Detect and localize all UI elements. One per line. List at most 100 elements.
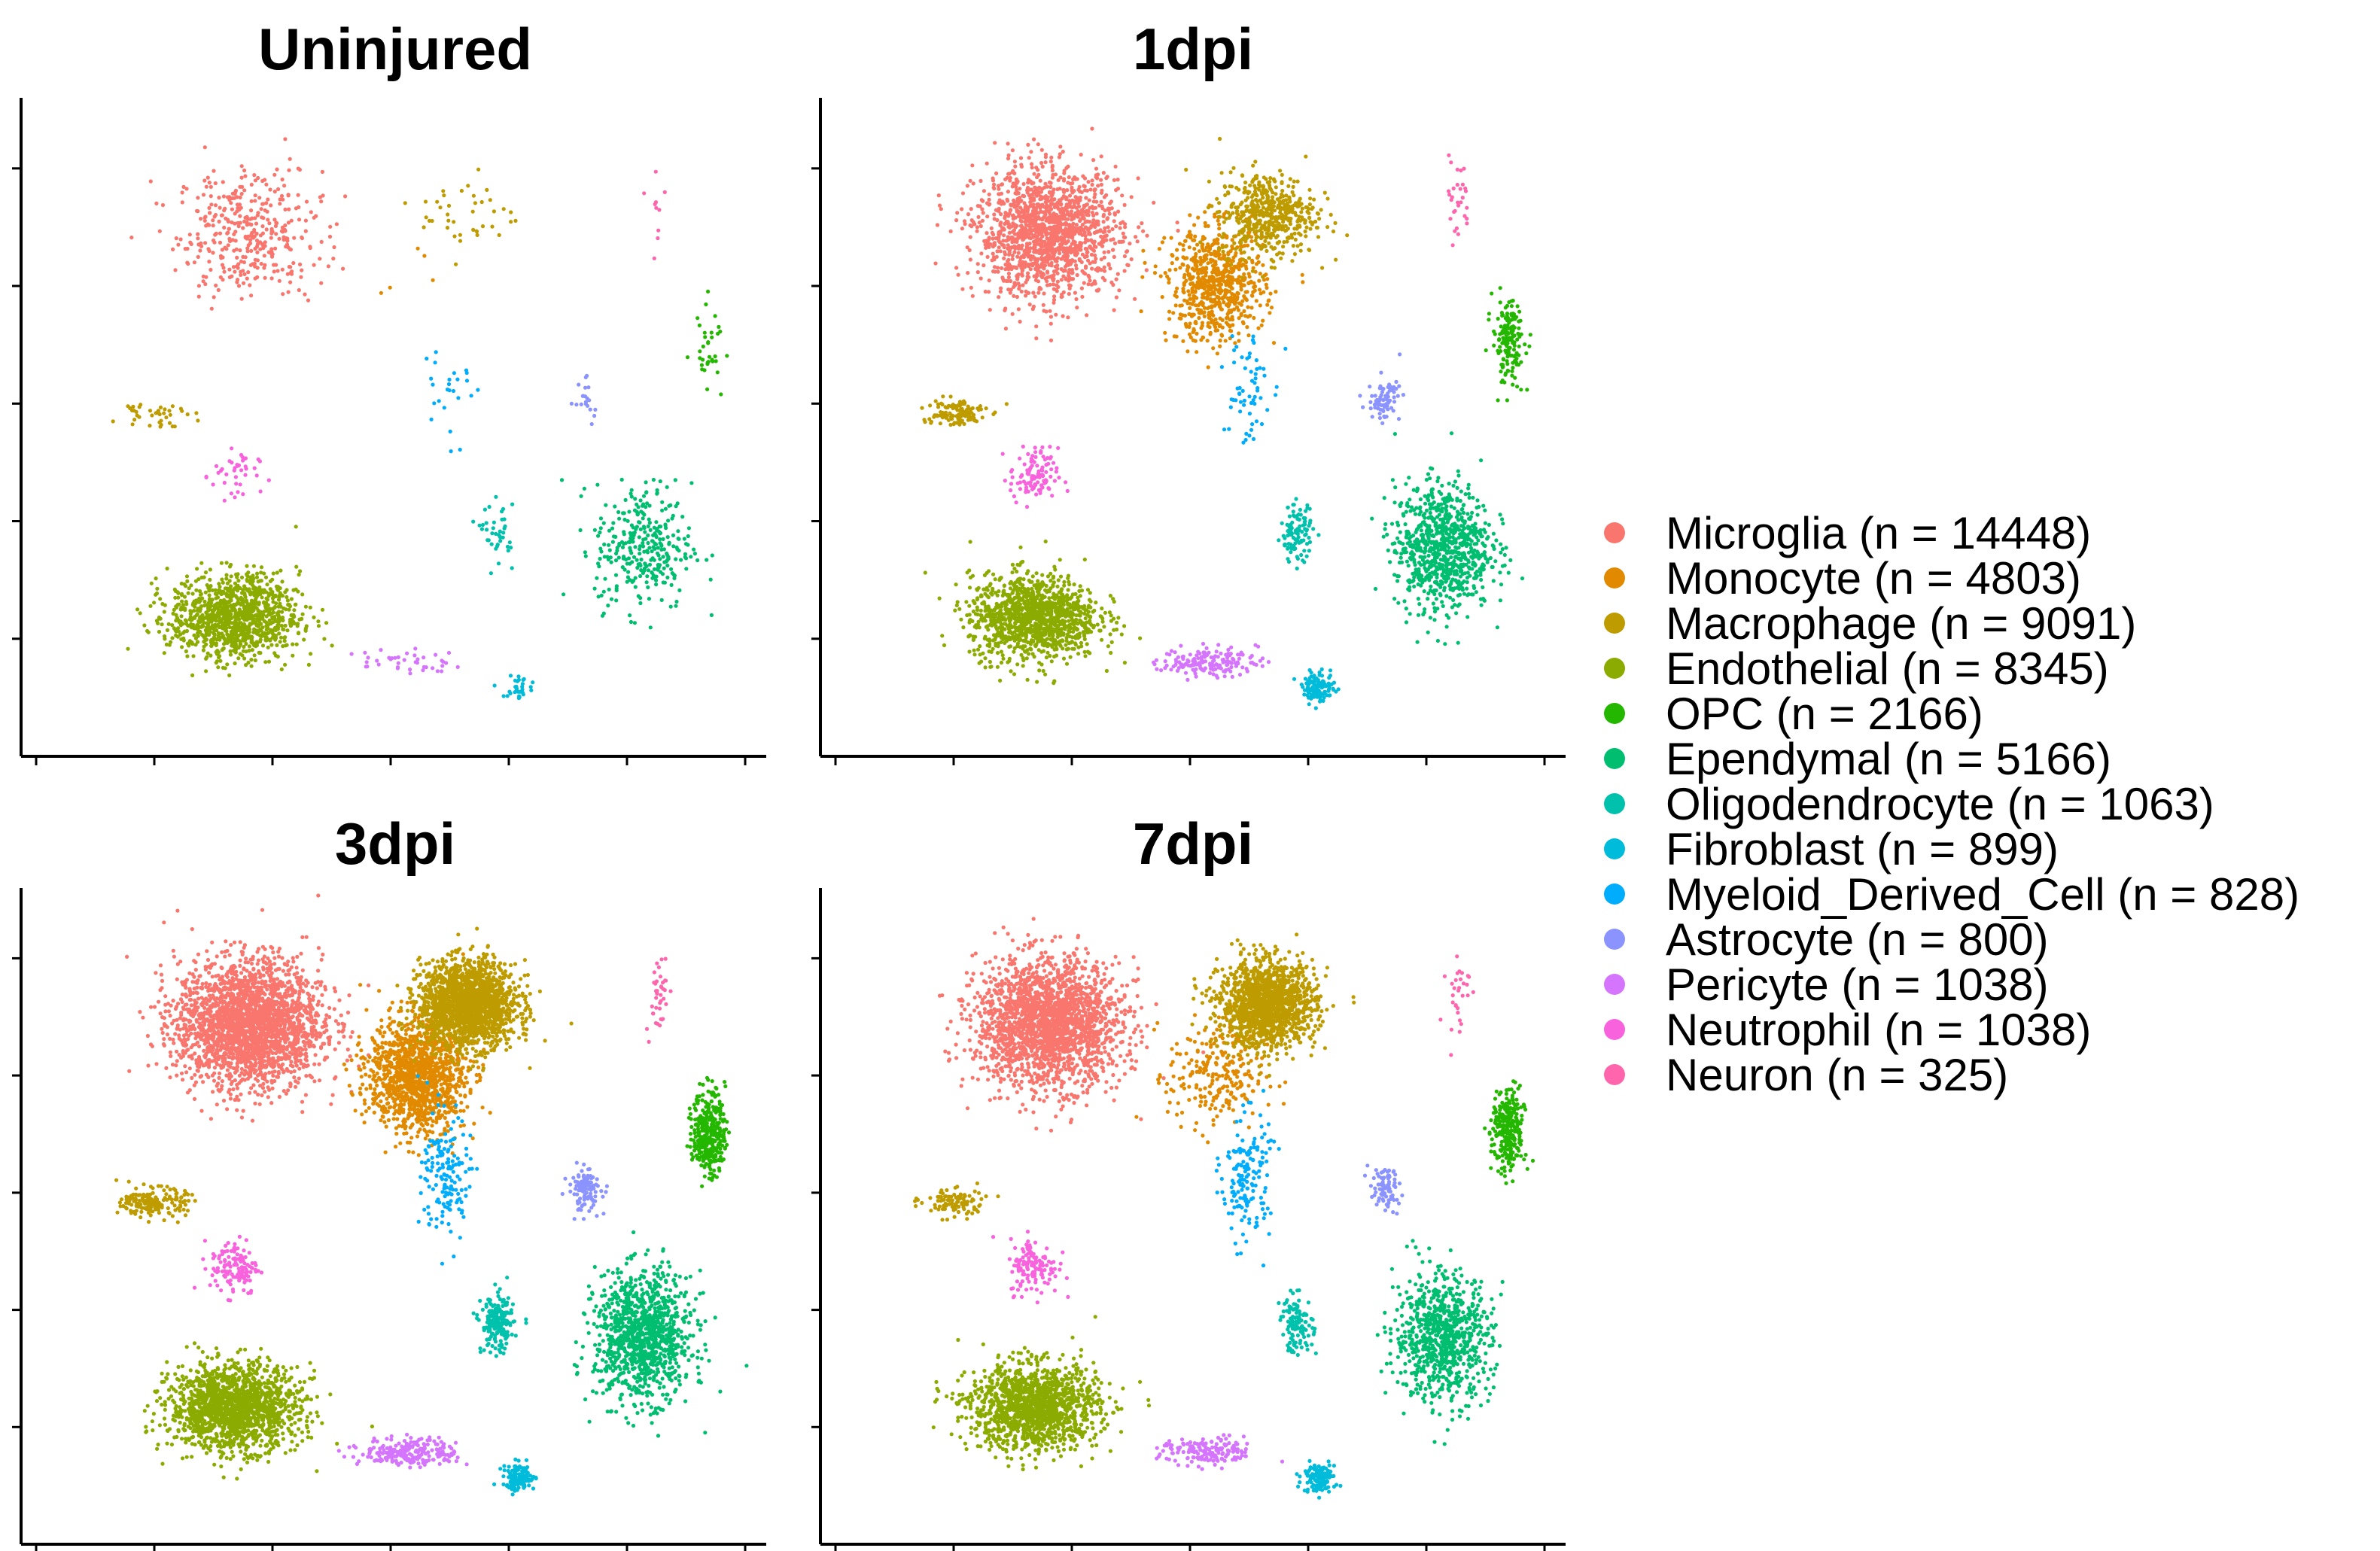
data-point	[1072, 247, 1076, 251]
data-point	[985, 161, 989, 166]
data-point	[1178, 312, 1182, 317]
data-point	[1000, 182, 1005, 187]
data-point	[208, 194, 213, 199]
data-point	[1082, 230, 1087, 235]
data-point	[583, 394, 588, 399]
data-point	[458, 239, 463, 243]
data-point	[1193, 339, 1198, 343]
data-point	[987, 236, 991, 240]
data-point	[262, 601, 266, 605]
data-point	[283, 590, 288, 595]
data-point	[709, 613, 714, 618]
data-point	[1217, 246, 1222, 251]
data-point	[1107, 211, 1112, 216]
data-point	[981, 211, 985, 215]
data-point	[282, 635, 287, 640]
data-point	[252, 627, 257, 631]
data-point	[676, 529, 680, 534]
data-point	[440, 669, 444, 674]
data-point	[259, 622, 263, 626]
data-point	[1090, 239, 1095, 245]
data-point	[459, 188, 464, 193]
data-point	[1265, 248, 1269, 254]
data-point	[1203, 210, 1207, 214]
data-point	[208, 184, 213, 189]
data-point	[702, 330, 707, 335]
data-point	[516, 677, 522, 683]
data-point	[1035, 193, 1039, 198]
data-point	[1016, 307, 1021, 312]
data-point	[1016, 272, 1021, 277]
data-point	[158, 597, 163, 601]
data-point	[705, 387, 710, 391]
data-point	[1039, 196, 1044, 201]
data-point	[231, 640, 236, 645]
data-point	[644, 491, 649, 495]
data-point	[966, 271, 970, 275]
data-point	[221, 615, 226, 619]
data-point	[968, 417, 972, 422]
data-point	[1011, 202, 1015, 207]
data-point	[1094, 166, 1099, 171]
data-point	[1196, 286, 1201, 290]
data-point	[204, 184, 208, 189]
data-point	[596, 534, 601, 538]
data-point	[1069, 209, 1074, 214]
data-point	[269, 236, 273, 240]
data-point	[980, 415, 985, 420]
data-point	[1158, 274, 1163, 278]
data-point	[217, 625, 221, 630]
data-point	[251, 603, 255, 607]
data-point	[498, 529, 502, 534]
data-point	[252, 466, 257, 470]
data-point	[1242, 190, 1246, 195]
data-point	[272, 614, 277, 619]
data-point	[221, 642, 227, 646]
data-point	[978, 404, 982, 409]
data-point	[239, 452, 244, 458]
data-point	[1045, 270, 1050, 275]
data-point	[638, 552, 642, 556]
data-point	[1294, 213, 1298, 217]
data-point	[254, 585, 258, 591]
data-point	[230, 220, 234, 225]
data-point	[706, 360, 711, 364]
data-point	[215, 637, 219, 642]
data-point	[236, 656, 241, 661]
data-point	[1240, 275, 1244, 280]
data-point	[614, 598, 619, 603]
data-point	[164, 642, 169, 647]
data-point	[211, 251, 215, 255]
data-point	[598, 526, 603, 531]
data-point	[245, 615, 250, 619]
data-point	[628, 546, 632, 550]
data-point	[1114, 295, 1118, 300]
data-point	[1262, 243, 1267, 248]
data-point	[260, 625, 265, 630]
data-point	[192, 260, 196, 265]
data-point	[217, 654, 222, 658]
data-point	[1153, 264, 1158, 269]
data-point	[224, 576, 229, 581]
data-point	[658, 541, 662, 546]
data-point	[603, 576, 607, 581]
data-point	[207, 223, 212, 227]
data-point	[184, 574, 190, 579]
data-point	[1219, 171, 1224, 175]
data-point	[192, 633, 196, 637]
data-point	[173, 268, 178, 272]
data-point	[626, 570, 631, 574]
data-point	[202, 620, 206, 625]
data-point	[933, 413, 937, 418]
data-point	[297, 287, 301, 293]
data-point	[1006, 157, 1011, 161]
data-point	[422, 655, 426, 660]
data-point	[1078, 218, 1082, 224]
data-point	[646, 568, 651, 573]
data-point	[1105, 175, 1109, 179]
data-point	[614, 586, 619, 591]
data-point	[1029, 150, 1033, 154]
data-point	[1100, 275, 1105, 280]
data-point	[1152, 271, 1158, 275]
data-point	[1082, 176, 1088, 181]
